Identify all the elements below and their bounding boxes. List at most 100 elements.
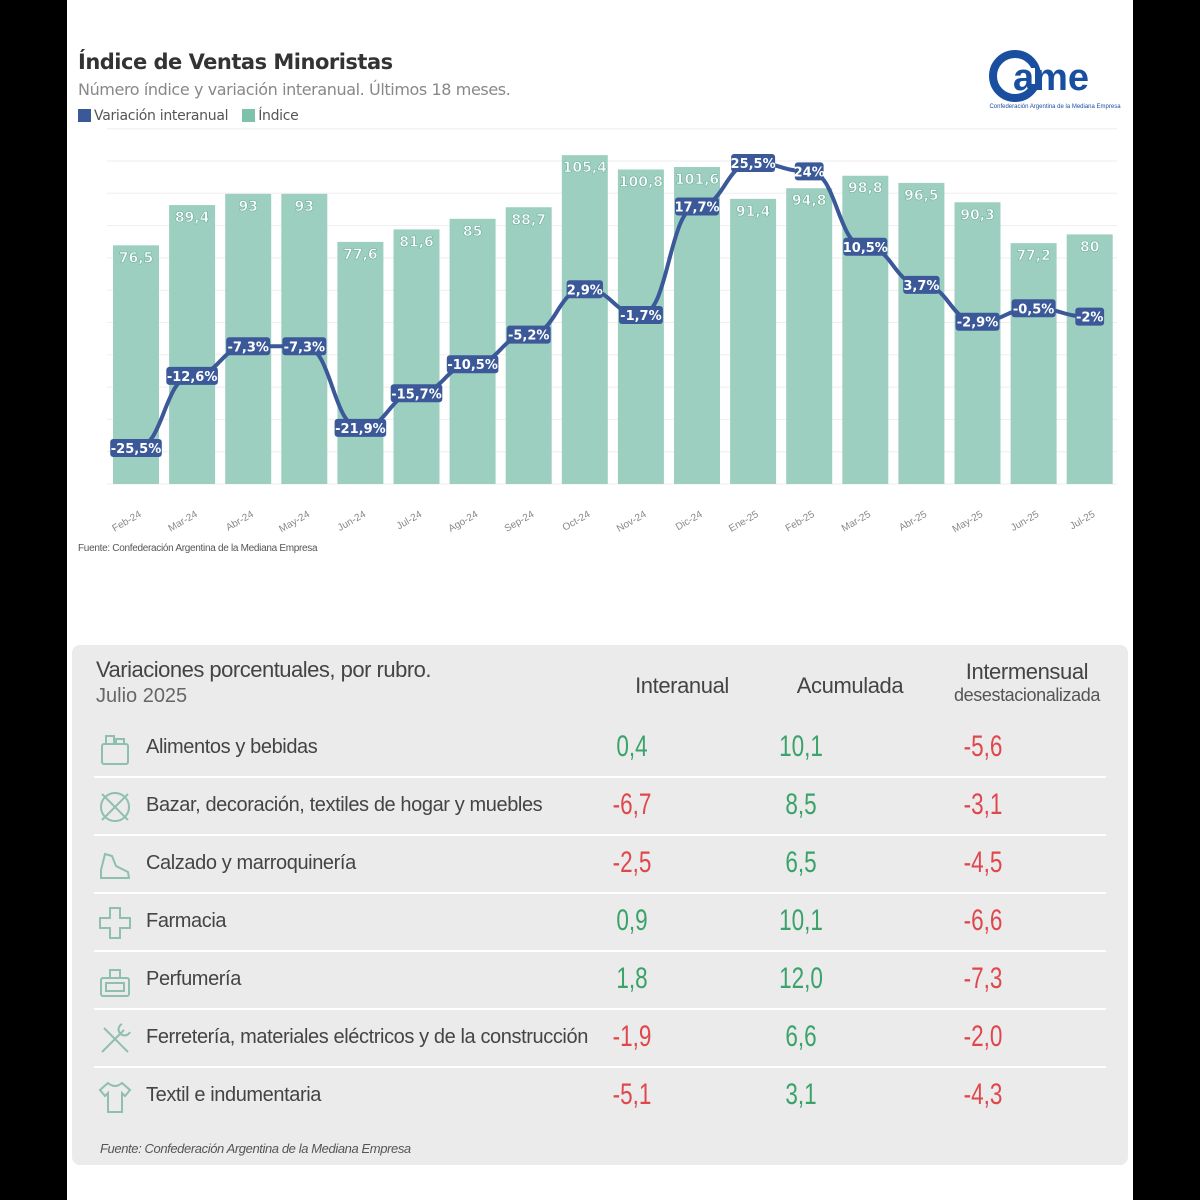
bar-label: 93 bbox=[295, 199, 314, 215]
chart-title: Índice de Ventas Minoristas bbox=[78, 50, 393, 74]
bar-label: 85 bbox=[463, 224, 482, 240]
bar-Jul-24 bbox=[393, 229, 440, 484]
legend-item-variacion: Variación interanual bbox=[78, 108, 228, 124]
came-logo: ame Confederación Argentina de la Median… bbox=[985, 50, 1125, 114]
chart-subtitle: Número índice y variación interanual. Úl… bbox=[78, 80, 511, 99]
bar-May-25 bbox=[954, 202, 1001, 484]
intermensual-value: -4,3 bbox=[963, 1078, 1003, 1111]
x-tick-label: Ago-24 bbox=[447, 509, 481, 535]
home-decor-icon bbox=[100, 792, 130, 822]
x-tick-label: Mar-24 bbox=[167, 509, 200, 535]
acumulada-value: 3,1 bbox=[785, 1078, 817, 1111]
line-label: 25,5% bbox=[731, 157, 776, 172]
table-row: Farmacia 0,9 10,1 -6,6 bbox=[94, 892, 1106, 952]
table-row: Calzado y marroquinería -2,5 6,5 -4,5 bbox=[94, 834, 1106, 894]
row-label: Bazar, decoración, textiles de hogar y m… bbox=[146, 794, 543, 816]
line-label: -10,5% bbox=[447, 358, 498, 373]
perfume-icon bbox=[100, 969, 130, 997]
line-label: 2,9% bbox=[567, 283, 603, 298]
bar-label: 89,4 bbox=[175, 210, 210, 226]
bar-Abr-25 bbox=[898, 182, 945, 485]
x-tick-label: Sep-24 bbox=[503, 509, 537, 535]
line-label: -1,7% bbox=[620, 309, 661, 324]
bar-label: 94,8 bbox=[792, 193, 827, 209]
bar-label: 76,5 bbox=[119, 250, 154, 266]
col-header-intermensual: Intermensual desestacionalizada bbox=[954, 659, 1100, 705]
pharmacy-cross-icon bbox=[99, 907, 131, 939]
legend-swatch-green bbox=[242, 109, 256, 122]
row-label: Perfumería bbox=[146, 968, 241, 990]
table-title: Variaciones porcentuales, por rubro. bbox=[96, 657, 432, 682]
interanual-value: -2,5 bbox=[612, 846, 652, 879]
line-label: 17,7% bbox=[674, 201, 719, 216]
line-point bbox=[110, 439, 162, 458]
row-label: Alimentos y bebidas bbox=[146, 736, 318, 758]
line-label: -0,5% bbox=[1013, 302, 1054, 317]
x-tick-label: Abr-24 bbox=[224, 509, 256, 534]
shoe-icon bbox=[100, 852, 131, 879]
chart-source: Fuente: Confederación Argentina de la Me… bbox=[78, 543, 318, 554]
bar-Feb-25 bbox=[786, 188, 833, 484]
interanual-value: -1,9 bbox=[612, 1020, 652, 1053]
line-point bbox=[955, 312, 1000, 331]
bar-label: 77,6 bbox=[343, 247, 378, 263]
bar-label: 77,2 bbox=[1016, 248, 1051, 264]
x-tick-label: Oct-24 bbox=[561, 509, 593, 534]
line-point bbox=[675, 197, 719, 216]
table-row: Alimentos y bebidas 0,4 10,1 -5,6 bbox=[94, 718, 1106, 778]
x-tick-label: Feb-24 bbox=[111, 509, 144, 535]
interanual-value: 0,9 bbox=[616, 904, 648, 937]
x-tick-label: Abr-25 bbox=[897, 509, 929, 534]
table-row: Ferretería, materiales eléctricos y de l… bbox=[94, 1008, 1106, 1068]
bar-Oct-24 bbox=[561, 155, 608, 485]
line-point bbox=[843, 237, 888, 256]
bar-Sep-24 bbox=[505, 207, 552, 485]
interanual-value: -5,1 bbox=[612, 1078, 652, 1111]
x-tick-label: Jul-24 bbox=[395, 509, 424, 532]
line-label: -15,7% bbox=[391, 387, 442, 402]
line-label: 10,5% bbox=[843, 241, 888, 256]
col-header-interanual: Interanual bbox=[635, 673, 729, 698]
x-tick-label: Jun-25 bbox=[1009, 509, 1041, 534]
intermensual-value: -5,6 bbox=[963, 730, 1003, 763]
x-tick-label: Jun-24 bbox=[336, 509, 368, 534]
line-label: -7,3% bbox=[284, 340, 325, 355]
line-label: -5,2% bbox=[508, 329, 549, 344]
interanual-value: -6,7 bbox=[612, 788, 652, 821]
row-label: Calzado y marroquinería bbox=[146, 852, 356, 874]
acumulada-value: 8,5 bbox=[785, 788, 817, 821]
bar-Mar-25 bbox=[842, 175, 889, 484]
intermensual-value: -3,1 bbox=[963, 788, 1003, 821]
legend-item-indice: Índice bbox=[242, 108, 299, 124]
grocery-icon bbox=[101, 735, 129, 765]
x-tick-label: Ene-25 bbox=[727, 509, 761, 535]
interanual-value: 0,4 bbox=[616, 730, 648, 763]
line-point bbox=[566, 280, 603, 299]
interanual-value: 1,8 bbox=[616, 962, 648, 995]
bar-label: 81,6 bbox=[399, 234, 434, 250]
line-label: -25,5% bbox=[111, 442, 162, 457]
bar-Jun-25 bbox=[1010, 243, 1057, 484]
bar-Mar-24 bbox=[169, 205, 216, 484]
intermensual-value: -6,6 bbox=[963, 904, 1003, 937]
bar-label: 101,6 bbox=[675, 172, 719, 188]
x-tick-label: Dic-24 bbox=[674, 509, 705, 533]
bar-label: 93 bbox=[238, 199, 257, 215]
x-tick-label: May-24 bbox=[277, 509, 312, 535]
bar-Jul-25 bbox=[1066, 234, 1113, 484]
line-label: -2% bbox=[1076, 311, 1103, 326]
line-point bbox=[226, 337, 271, 356]
intermensual-value: -2,0 bbox=[963, 1020, 1003, 1053]
x-tick-label: Mar-25 bbox=[840, 509, 873, 535]
acumulada-value: 10,1 bbox=[779, 730, 823, 763]
line-point bbox=[1011, 299, 1056, 318]
line-label: 3,7% bbox=[903, 279, 939, 294]
retail-sales-chart: 76,5 Feb-24 89,4 Mar-24 93 Abr-24 93 May-24 77,6… bbox=[107, 128, 1117, 535]
line-point bbox=[334, 418, 387, 437]
x-tick-label: Jul-25 bbox=[1068, 509, 1097, 532]
line-point bbox=[506, 325, 551, 344]
col-header-acumulada: Acumulada bbox=[796, 673, 904, 698]
svg-text:ame: ame bbox=[1013, 57, 1089, 99]
bar-label: 98,8 bbox=[848, 181, 883, 197]
logo-caption: Confederación Argentina de la Mediana Em… bbox=[989, 104, 1121, 110]
